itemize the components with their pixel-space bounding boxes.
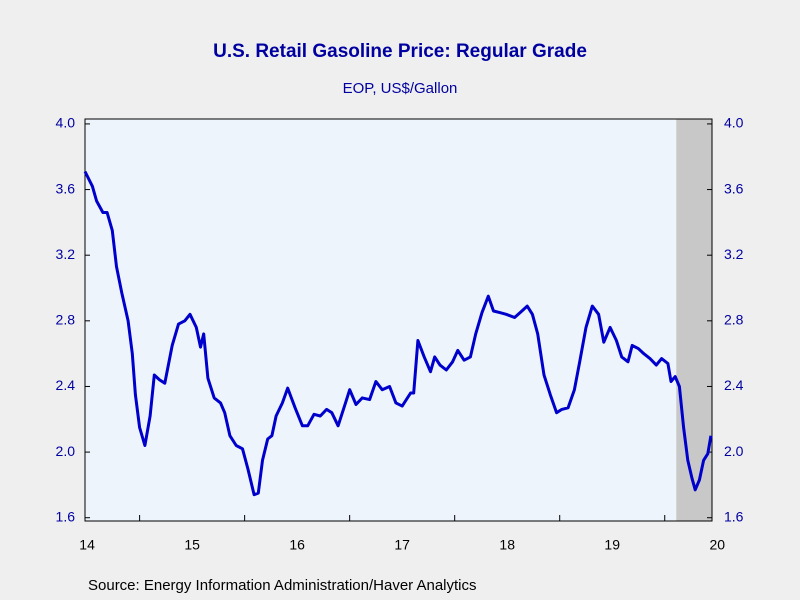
- plot-area: [85, 119, 712, 521]
- y-tick-label: 2.4: [56, 377, 76, 393]
- y2-tick-label: 2.0: [724, 443, 744, 459]
- x-tick-label: 17: [394, 537, 410, 553]
- source: Source: Energy Information Administratio…: [88, 577, 477, 594]
- chart-title: U.S. Retail Gasoline Price: Regular Grad…: [213, 41, 587, 62]
- recession-shading: [676, 119, 712, 521]
- x-tick-label: 18: [499, 537, 515, 553]
- series-line: [83, 170, 713, 497]
- x-tick-label: 16: [289, 537, 305, 553]
- x-tick-label: 15: [184, 537, 200, 553]
- y-tick-label: 3.2: [56, 246, 76, 262]
- x-tick-label: 14: [79, 537, 95, 553]
- y2-tick-label: 2.8: [724, 312, 744, 328]
- y-tick-label: 2.8: [56, 312, 76, 328]
- y-tick-label: 2.0: [56, 443, 76, 459]
- x-tick-label: 20: [709, 537, 725, 553]
- y2-tick-label: 1.6: [724, 508, 744, 524]
- y2-tick-label: 4.0: [724, 115, 744, 131]
- y-tick-label: 4.0: [56, 115, 76, 131]
- chart-subtitle: EOP, US$/Gallon: [343, 80, 458, 97]
- y2-tick-label: 2.4: [724, 377, 744, 393]
- y2-tick-label: 3.6: [724, 180, 744, 196]
- x-tick-label: 19: [604, 537, 620, 553]
- y-tick-label: 1.6: [56, 508, 76, 524]
- y-tick-label: 3.6: [56, 180, 76, 196]
- y2-tick-label: 3.2: [724, 246, 744, 262]
- plot-border: [84, 118, 713, 522]
